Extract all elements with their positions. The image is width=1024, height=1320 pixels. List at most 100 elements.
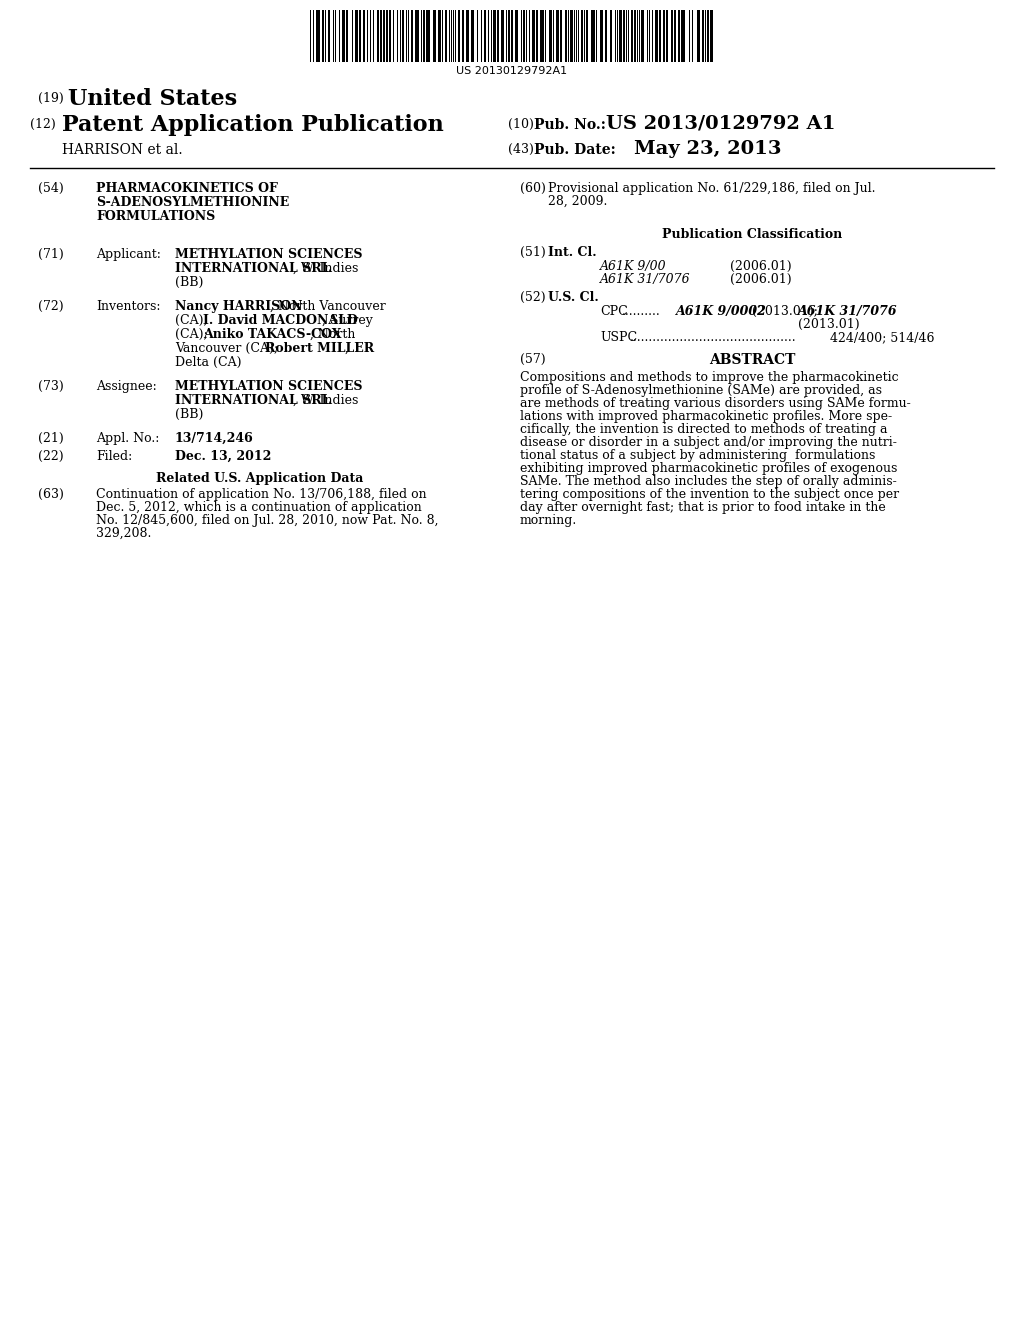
Bar	[426, 11, 430, 62]
Text: 424/400; 514/46: 424/400; 514/46	[830, 331, 935, 345]
Bar	[511, 11, 513, 62]
Text: (2006.01): (2006.01)	[730, 273, 792, 286]
Text: A61K 9/00: A61K 9/00	[600, 260, 667, 273]
Bar	[560, 11, 562, 62]
Text: , North Vancouver: , North Vancouver	[270, 300, 386, 313]
Bar	[671, 11, 673, 62]
Text: (43): (43)	[508, 143, 534, 156]
Text: 13/714,246: 13/714,246	[175, 432, 254, 445]
Text: Publication Classification: Publication Classification	[662, 228, 842, 242]
Text: METHYLATION SCIENCES: METHYLATION SCIENCES	[175, 248, 362, 261]
Text: , Surrey: , Surrey	[322, 314, 373, 327]
Text: A61K 31/7076: A61K 31/7076	[600, 273, 690, 286]
Bar	[466, 11, 469, 62]
Bar	[659, 11, 662, 62]
Text: Compositions and methods to improve the pharmacokinetic: Compositions and methods to improve the …	[520, 371, 899, 384]
Bar	[641, 11, 644, 62]
Text: (2006.01): (2006.01)	[730, 260, 792, 273]
Text: HARRISON et al.: HARRISON et al.	[62, 143, 182, 157]
Text: US 2013/0129792 A1: US 2013/0129792 A1	[606, 114, 836, 132]
Bar	[458, 11, 460, 62]
Text: day after overnight fast; that is prior to food intake in the: day after overnight fast; that is prior …	[520, 502, 886, 513]
Bar	[570, 11, 573, 62]
Text: A61K 31/7076: A61K 31/7076	[798, 305, 898, 318]
Text: FORMULATIONS: FORMULATIONS	[96, 210, 215, 223]
Text: May 23, 2013: May 23, 2013	[634, 140, 781, 158]
Bar	[663, 11, 665, 62]
Bar	[515, 11, 518, 62]
Bar	[600, 11, 603, 62]
Text: Robert MILLER: Robert MILLER	[265, 342, 374, 355]
Text: Pub. Date:: Pub. Date:	[534, 143, 615, 157]
Text: (CA);: (CA);	[175, 327, 212, 341]
Text: exhibiting improved pharmacokinetic profiles of exogenous: exhibiting improved pharmacokinetic prof…	[520, 462, 897, 475]
Bar	[377, 11, 379, 62]
Text: tering compositions of the invention to the subject once per: tering compositions of the invention to …	[520, 488, 899, 502]
Text: Assignee:: Assignee:	[96, 380, 157, 393]
Bar	[532, 11, 535, 62]
Text: Continuation of application No. 13/706,188, filed on: Continuation of application No. 13/706,1…	[96, 488, 427, 502]
Bar	[445, 11, 447, 62]
Text: (2013.01);: (2013.01);	[752, 305, 818, 318]
Text: METHYLATION SCIENCES: METHYLATION SCIENCES	[175, 380, 362, 393]
Text: (51): (51)	[520, 246, 546, 259]
Text: Provisional application No. 61/229,186, filed on Jul.: Provisional application No. 61/229,186, …	[548, 182, 876, 195]
Bar	[389, 11, 391, 62]
Bar	[681, 11, 685, 62]
Text: are methods of treating various disorders using SAMe formu-: are methods of treating various disorder…	[520, 397, 910, 411]
Bar	[386, 11, 388, 62]
Text: A61K 9/0002: A61K 9/0002	[676, 305, 767, 318]
Text: Nancy HARRISON: Nancy HARRISON	[175, 300, 302, 313]
Bar	[411, 11, 413, 62]
Bar	[523, 11, 525, 62]
Text: , North: , North	[310, 327, 355, 341]
Bar	[631, 11, 633, 62]
Text: (2013.01): (2013.01)	[798, 318, 859, 331]
Text: , W. Indies: , W. Indies	[293, 261, 358, 275]
Text: (73): (73)	[38, 380, 63, 393]
Text: (71): (71)	[38, 248, 63, 261]
Bar	[342, 11, 345, 62]
Bar	[493, 11, 496, 62]
Text: Int. Cl.: Int. Cl.	[548, 246, 597, 259]
Text: Related U.S. Application Data: Related U.S. Application Data	[157, 473, 364, 484]
Bar	[380, 11, 382, 62]
Text: Applicant:: Applicant:	[96, 248, 161, 261]
Text: Filed:: Filed:	[96, 450, 132, 463]
Text: US 20130129792A1: US 20130129792A1	[457, 66, 567, 77]
Text: (CA);: (CA);	[175, 314, 212, 327]
Bar	[610, 11, 612, 62]
Text: No. 12/845,600, filed on Jul. 28, 2010, now Pat. No. 8,: No. 12/845,600, filed on Jul. 28, 2010, …	[96, 513, 438, 527]
Text: lations with improved pharmacokinetic profiles. More spe-: lations with improved pharmacokinetic pr…	[520, 411, 892, 422]
Text: (63): (63)	[38, 488, 63, 502]
Bar	[678, 11, 680, 62]
Text: (BB): (BB)	[175, 408, 204, 421]
Bar	[484, 11, 486, 62]
Bar	[362, 11, 365, 62]
Bar	[471, 11, 474, 62]
Text: (57): (57)	[520, 352, 546, 366]
Bar	[497, 11, 499, 62]
Bar	[586, 11, 588, 62]
Text: S-ADENOSYLMETHIONINE: S-ADENOSYLMETHIONINE	[96, 195, 289, 209]
Bar	[536, 11, 538, 62]
Text: SAMe. The method also includes the step of orally adminis-: SAMe. The method also includes the step …	[520, 475, 897, 488]
Text: 329,208.: 329,208.	[96, 527, 152, 540]
Text: cifically, the invention is directed to methods of treating a: cifically, the invention is directed to …	[520, 422, 888, 436]
Bar	[346, 11, 348, 62]
Text: (60): (60)	[520, 182, 546, 195]
Bar	[383, 11, 385, 62]
Text: Appl. No.:: Appl. No.:	[96, 432, 160, 445]
Text: PHARMACOKINETICS OF: PHARMACOKINETICS OF	[96, 182, 278, 195]
Bar	[674, 11, 676, 62]
Text: ...........................................: ........................................…	[630, 331, 797, 345]
Text: , W. Indies: , W. Indies	[293, 393, 358, 407]
Bar	[438, 11, 441, 62]
Bar	[549, 11, 552, 62]
Bar	[415, 11, 419, 62]
Bar	[697, 11, 700, 62]
Text: (BB): (BB)	[175, 276, 204, 289]
Text: (10): (10)	[508, 117, 534, 131]
Text: Patent Application Publication: Patent Application Publication	[62, 114, 443, 136]
Text: (52): (52)	[520, 290, 546, 304]
